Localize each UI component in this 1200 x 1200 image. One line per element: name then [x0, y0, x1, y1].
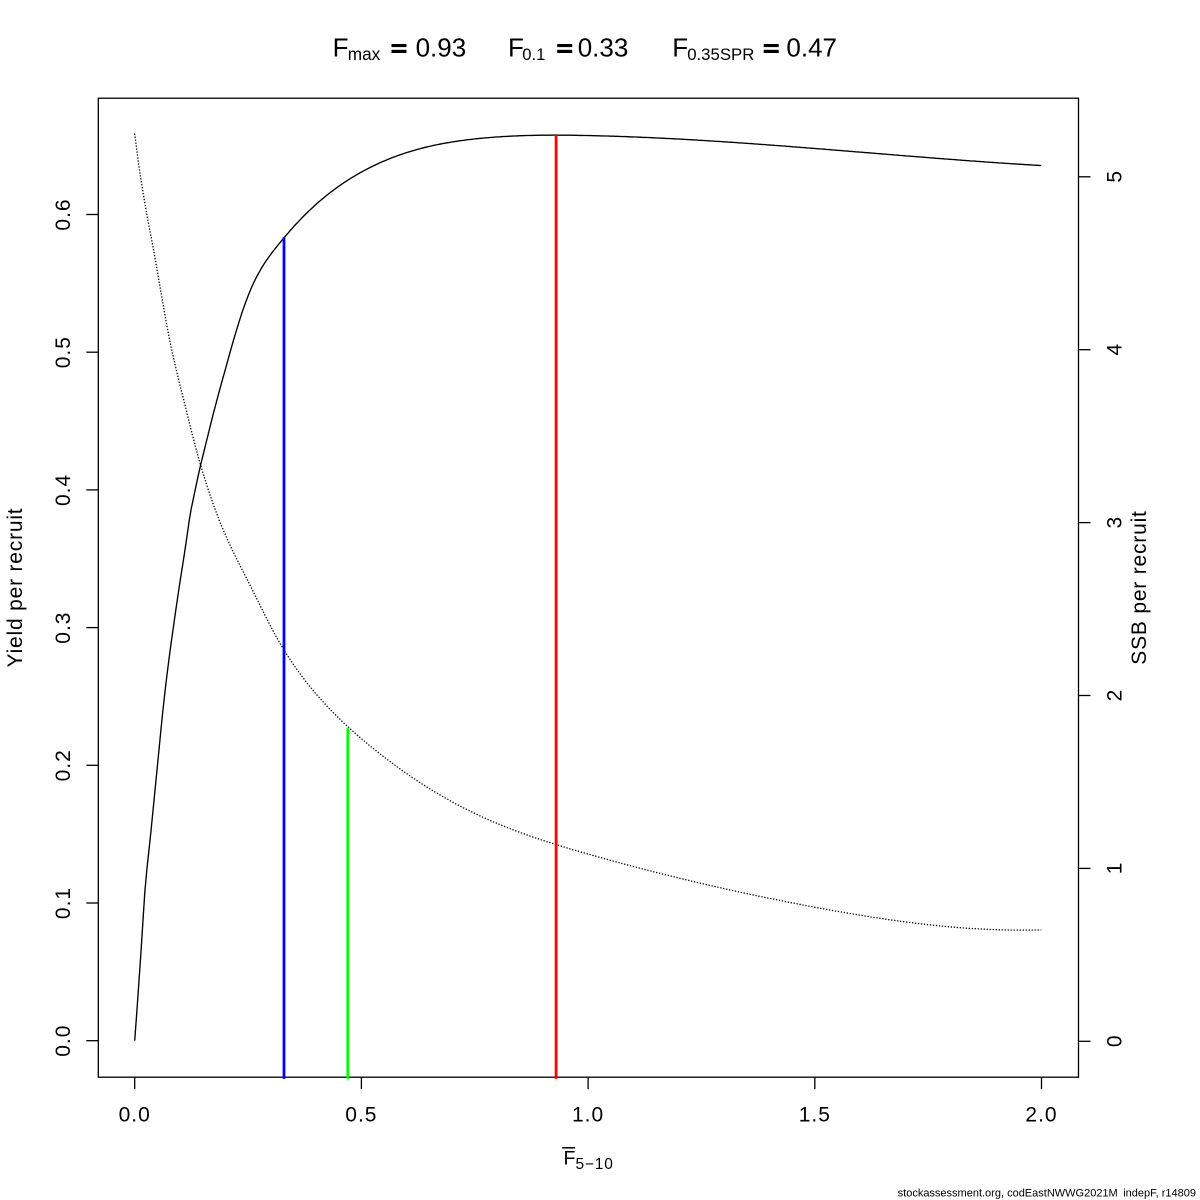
- svg-text:0.5: 0.5: [52, 336, 75, 368]
- svg-text:5: 5: [1103, 171, 1126, 183]
- svg-text:stockassessment.org, codEastNW: stockassessment.org, codEastNWWG2021M in…: [898, 1188, 1196, 1200]
- svg-text:3: 3: [1103, 517, 1126, 529]
- svg-text:0.2: 0.2: [52, 749, 75, 781]
- svg-text:max: max: [348, 44, 381, 64]
- svg-text:SSB per recruit: SSB per recruit: [1128, 510, 1151, 664]
- svg-text:0.33: 0.33: [578, 32, 629, 62]
- svg-text:0.0: 0.0: [52, 1025, 75, 1057]
- svg-text:0: 0: [1103, 1035, 1126, 1047]
- svg-text:F: F: [333, 32, 349, 62]
- svg-text:4: 4: [1103, 344, 1126, 356]
- svg-text:0.5: 0.5: [345, 1104, 377, 1127]
- svg-text:F: F: [672, 32, 688, 62]
- svg-text:0.47: 0.47: [786, 32, 837, 62]
- svg-text:0.1: 0.1: [522, 45, 545, 64]
- svg-text:F: F: [508, 32, 524, 62]
- svg-text:0.93: 0.93: [416, 32, 467, 62]
- svg-text:2: 2: [1103, 690, 1126, 702]
- svg-text:1.0: 1.0: [572, 1104, 604, 1127]
- svg-text:0.1: 0.1: [52, 887, 75, 919]
- svg-text:2.0: 2.0: [1025, 1104, 1057, 1127]
- svg-text:1: 1: [1103, 863, 1126, 875]
- svg-text:Yield per recruit: Yield per recruit: [4, 508, 27, 668]
- svg-text:F: F: [564, 1148, 576, 1170]
- svg-text:0.3: 0.3: [52, 611, 75, 643]
- svg-text:0.6: 0.6: [52, 198, 75, 230]
- svg-text:0.4: 0.4: [52, 474, 75, 506]
- svg-text:0.35SPR: 0.35SPR: [687, 45, 754, 64]
- svg-text:0.0: 0.0: [119, 1104, 151, 1127]
- svg-text:1.5: 1.5: [799, 1104, 831, 1127]
- svg-text:5−10: 5−10: [576, 1156, 614, 1173]
